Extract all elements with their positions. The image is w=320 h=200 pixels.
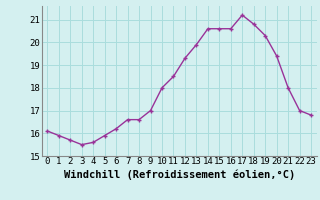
X-axis label: Windchill (Refroidissement éolien,°C): Windchill (Refroidissement éolien,°C) — [64, 169, 295, 180]
